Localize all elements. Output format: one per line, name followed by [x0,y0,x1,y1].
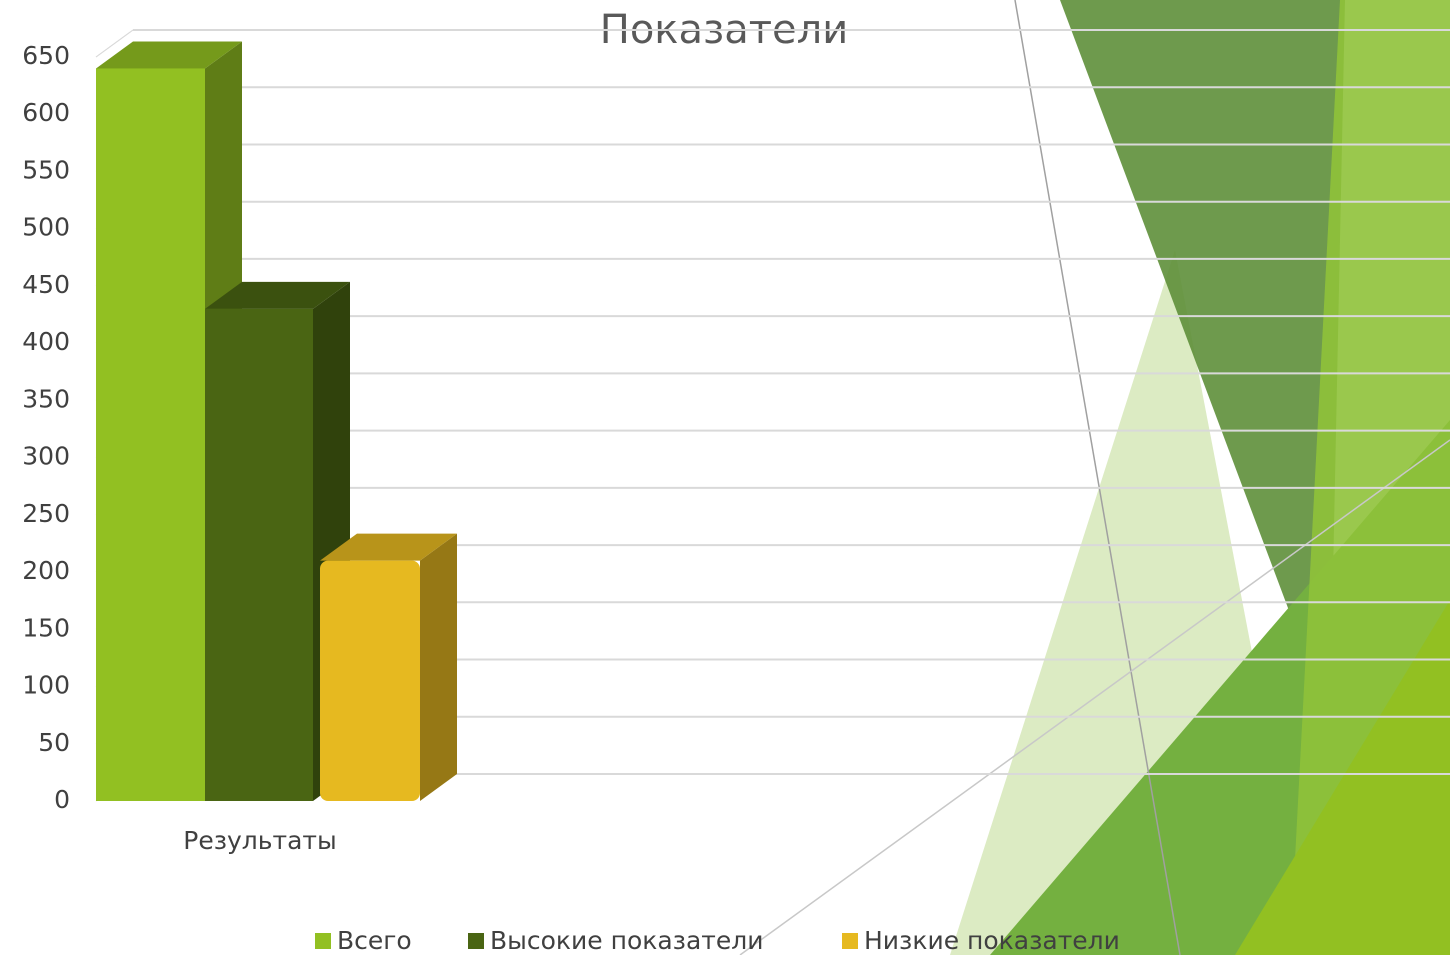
legend-label: Низкие показатели [864,926,1120,955]
legend-label: Всего [337,926,412,955]
bar [205,309,313,801]
y-tick-label: 650 [22,41,70,70]
y-tick-label: 100 [22,671,70,700]
slide: Показатели 05010015020025030035040045050… [0,0,1450,955]
bar [320,561,420,801]
bar-side [420,534,457,801]
y-tick-label: 250 [22,499,70,528]
y-tick-label: 450 [22,270,70,299]
y-tick-label: 300 [22,442,70,471]
y-tick-label: 550 [22,155,70,184]
y-tick-label: 0 [54,785,70,814]
bar [96,68,205,801]
legend-swatch [315,933,331,949]
y-tick-label: 400 [22,327,70,356]
legend-swatch [842,933,858,949]
x-tick-label: Результаты [183,826,336,855]
legend-swatch [468,933,484,949]
legend-label: Высокие показатели [490,926,763,955]
y-tick-label: 50 [38,728,70,757]
y-tick-label: 600 [22,98,70,127]
y-tick-label: 150 [22,613,70,642]
y-tick-label: 500 [22,213,70,242]
y-tick-label: 350 [22,384,70,413]
y-tick-label: 200 [22,556,70,585]
decoration [740,0,1450,955]
